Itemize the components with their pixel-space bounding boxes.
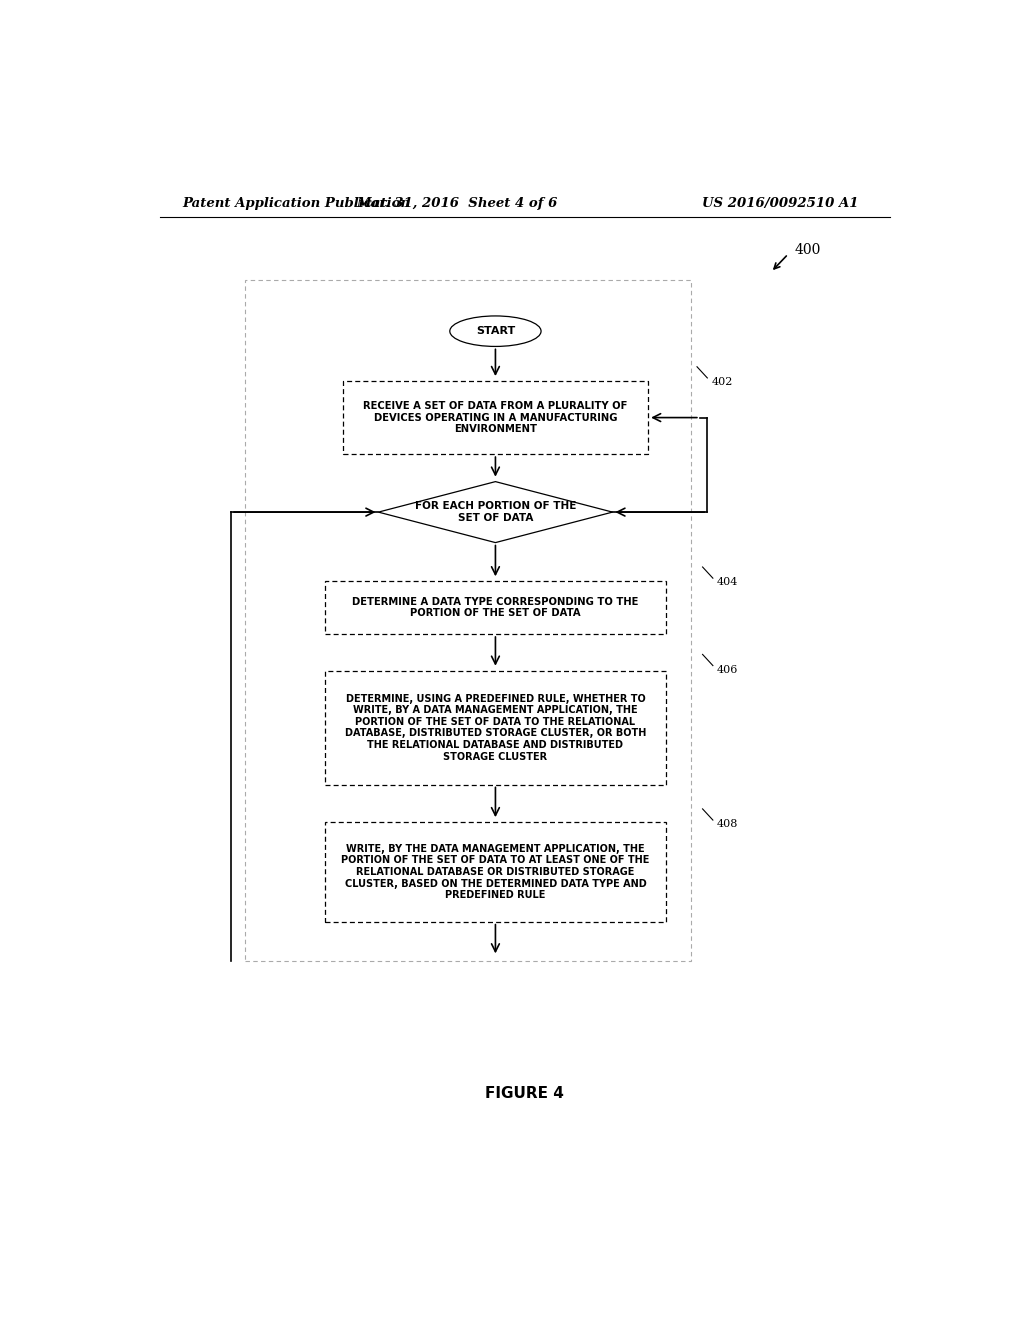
- FancyBboxPatch shape: [343, 381, 648, 454]
- Text: START: START: [476, 326, 515, 337]
- Polygon shape: [379, 482, 612, 543]
- Text: FOR EACH PORTION OF THE
SET OF DATA: FOR EACH PORTION OF THE SET OF DATA: [415, 502, 577, 523]
- Text: DETERMINE, USING A PREDEFINED RULE, WHETHER TO
WRITE, BY A DATA MANAGEMENT APPLI: DETERMINE, USING A PREDEFINED RULE, WHET…: [345, 693, 646, 762]
- Text: DETERMINE A DATA TYPE CORRESPONDING TO THE
PORTION OF THE SET OF DATA: DETERMINE A DATA TYPE CORRESPONDING TO T…: [352, 597, 639, 619]
- FancyBboxPatch shape: [325, 822, 666, 921]
- FancyBboxPatch shape: [325, 671, 666, 784]
- Text: 402: 402: [712, 378, 732, 387]
- Ellipse shape: [450, 315, 541, 346]
- Text: Mar. 31, 2016  Sheet 4 of 6: Mar. 31, 2016 Sheet 4 of 6: [356, 197, 558, 210]
- Text: WRITE, BY THE DATA MANAGEMENT APPLICATION, THE
PORTION OF THE SET OF DATA TO AT : WRITE, BY THE DATA MANAGEMENT APPLICATIO…: [341, 843, 649, 900]
- Text: Patent Application Publication: Patent Application Publication: [182, 197, 410, 210]
- Text: RECEIVE A SET OF DATA FROM A PLURALITY OF
DEVICES OPERATING IN A MANUFACTURING
E: RECEIVE A SET OF DATA FROM A PLURALITY O…: [364, 401, 628, 434]
- Text: 408: 408: [717, 818, 738, 829]
- Text: 404: 404: [717, 577, 738, 587]
- Text: FIGURE 4: FIGURE 4: [485, 1086, 564, 1101]
- Text: 400: 400: [795, 243, 821, 257]
- FancyBboxPatch shape: [325, 581, 666, 634]
- Text: 406: 406: [717, 664, 738, 675]
- Text: US 2016/0092510 A1: US 2016/0092510 A1: [701, 197, 858, 210]
